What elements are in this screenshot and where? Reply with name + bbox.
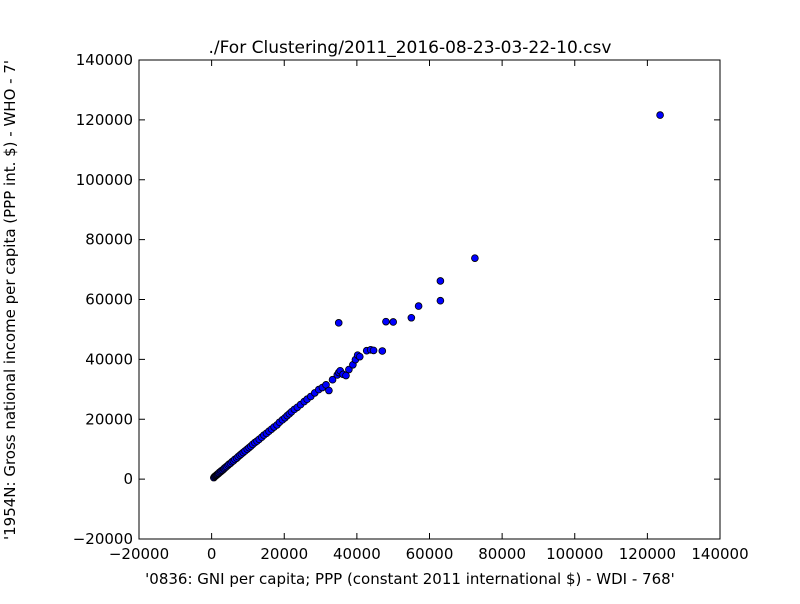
x-tick-label: 120000 [619, 545, 676, 563]
data-point [325, 386, 333, 395]
data-point [471, 254, 479, 262]
data-point [328, 375, 337, 384]
data-point [436, 296, 445, 305]
data-point [342, 371, 350, 380]
data-point [656, 111, 664, 119]
data-point [414, 302, 423, 310]
data-point [345, 365, 353, 374]
x-axis-label: '0836: GNI per capita; PPP (constant 201… [145, 570, 675, 588]
x-tick-label: 20000 [260, 545, 308, 563]
data-point [436, 277, 445, 285]
y-axis-label: '1954N: Gross national income per capita… [1, 60, 19, 540]
x-tick-label: 60000 [406, 545, 454, 563]
chart-title: ./For Clustering/2011_2016-08-23-03-22-1… [209, 38, 612, 58]
x-tick-label: 140000 [691, 545, 748, 563]
x-tick-label: 80000 [478, 545, 526, 563]
x-tick-label: 40000 [333, 545, 381, 563]
x-axis-ticks: −20000 0 20000 40000 60000 80000 100000 120000 1… [109, 60, 749, 563]
y-tick-label: 20000 [85, 410, 133, 428]
y-tick-label: 40000 [85, 350, 133, 368]
y-tick-label: 0 [123, 470, 133, 488]
data-point [382, 317, 390, 326]
data-point [334, 319, 343, 327]
x-tick-label: 0 [207, 545, 217, 563]
data-point [355, 352, 364, 361]
y-tick-label: 80000 [85, 231, 133, 249]
data-point [389, 318, 397, 326]
data-point [369, 346, 378, 355]
y-tick-label: 140000 [76, 51, 133, 69]
y-tick-label: 120000 [76, 111, 133, 129]
y-tick-label: −20000 [73, 530, 133, 548]
x-tick-label: −20000 [109, 545, 169, 563]
y-axis-ticks: −20000 0 20000 40000 60000 80000 100000 120000 1… [73, 51, 720, 548]
data-point [378, 347, 387, 355]
data-point [407, 313, 416, 322]
data-points [210, 111, 664, 482]
x-tick-label: 100000 [546, 545, 603, 563]
y-tick-label: 100000 [76, 171, 133, 189]
y-tick-label: 60000 [85, 291, 133, 309]
